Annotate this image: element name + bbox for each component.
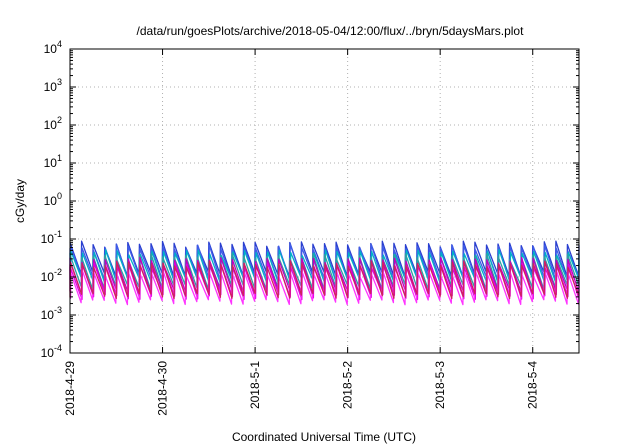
axis-ticks: 10-4 10-3 10-2 10-1 100 101 102 103 104 2018-4-29… bbox=[41, 39, 579, 416]
y-axis-label: cGy/day bbox=[13, 179, 27, 223]
grid bbox=[70, 49, 579, 353]
y-tick-label: 102 bbox=[44, 115, 62, 132]
x-axis-label: Coordinated Universal Time (UTC) bbox=[232, 430, 416, 444]
y-tick-label: 100 bbox=[44, 191, 62, 208]
y-tick-label: 10-1 bbox=[41, 229, 62, 246]
series-line bbox=[69, 267, 580, 306]
series-line bbox=[69, 252, 580, 291]
y-tick-label: 10-4 bbox=[41, 343, 62, 360]
series-group bbox=[69, 240, 580, 306]
x-tick-label: 2018-5-2 bbox=[341, 361, 355, 409]
y-tick-label: 103 bbox=[44, 77, 62, 94]
y-tick-label: 101 bbox=[44, 153, 62, 170]
x-tick-label: 2018-5-1 bbox=[248, 361, 262, 409]
series-line bbox=[69, 260, 580, 300]
series-line bbox=[69, 248, 580, 286]
x-tick-label: 2018-5-3 bbox=[433, 361, 447, 409]
x-tick-label: 2018-4-29 bbox=[63, 361, 77, 416]
y-tick-label: 104 bbox=[44, 39, 62, 56]
y-tick-label: 10-3 bbox=[41, 305, 62, 322]
y-tick-label: 10-2 bbox=[41, 267, 62, 284]
x-tick-label: 2018-5-4 bbox=[526, 361, 540, 409]
x-tick-label: 2018-4-30 bbox=[156, 361, 170, 416]
chart-title: /data/run/goesPlots/archive/2018-05-04/1… bbox=[137, 24, 525, 38]
